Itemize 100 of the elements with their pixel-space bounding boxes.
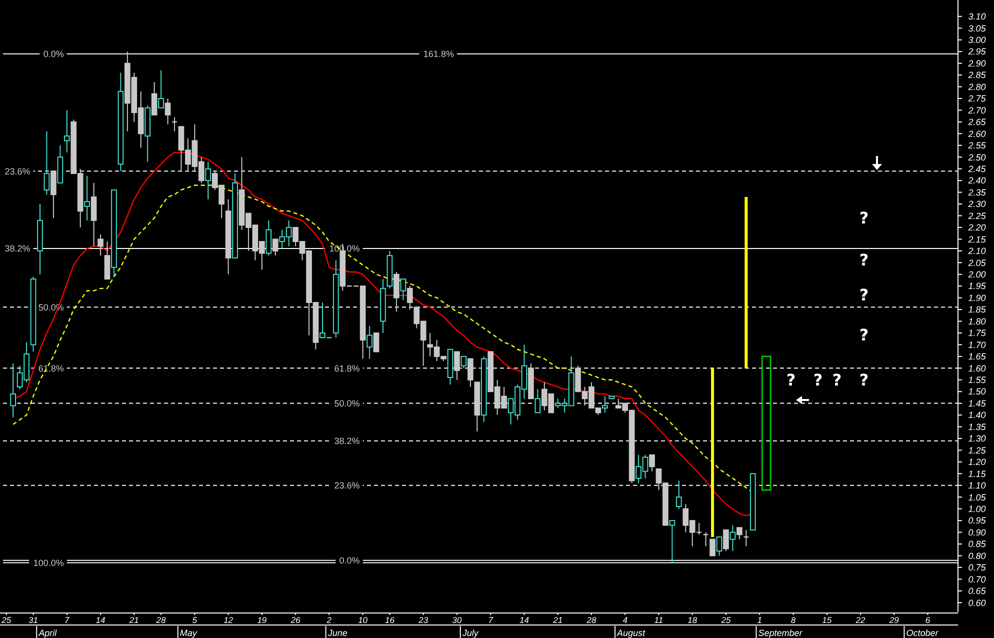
text: July xyxy=(461,628,479,638)
candlestick xyxy=(158,70,164,108)
y-tick-label: 2.85 xyxy=(967,70,987,80)
candlestick xyxy=(730,524,736,552)
y-tick-label: 0.95 xyxy=(968,516,987,526)
candlestick xyxy=(50,170,56,219)
x-tick-label: 12 xyxy=(224,615,234,625)
y-tick-label: 0.75 xyxy=(968,562,987,573)
annotation: ? xyxy=(813,370,823,390)
y-tick-label: 2.65 xyxy=(967,117,987,128)
bar xyxy=(761,356,772,491)
x-tick-label: 6 xyxy=(925,615,930,625)
annotation: ? xyxy=(859,326,869,345)
y-tick-label: 1.25 xyxy=(968,445,987,456)
y-tick-label: 3.05 xyxy=(968,23,987,34)
candlestick xyxy=(460,356,467,369)
y-tick-label: 2.35 xyxy=(967,187,987,198)
candlestick xyxy=(534,388,541,414)
y-tick-label: 0.85 xyxy=(968,539,987,550)
y-tick-label: 0.80 xyxy=(968,550,986,561)
text: August xyxy=(616,628,646,638)
y-tick-label: 3.00 xyxy=(968,35,986,46)
y-tick-label: 1.50 xyxy=(968,386,986,397)
y-tick-label: 2.40 xyxy=(967,176,986,186)
annotation: 0.0% xyxy=(339,556,360,566)
y-tick-label: 2.70 xyxy=(967,105,986,116)
annotation: 161.8% xyxy=(423,49,454,60)
x-tick-label: 28 xyxy=(155,615,166,625)
y-tick-label: 1.00 xyxy=(968,504,986,514)
text: June xyxy=(326,628,348,638)
annotation: 100.0% xyxy=(33,558,64,568)
y-tick-label: 2.00 xyxy=(967,269,986,280)
y-tick-label: 1.35 xyxy=(968,422,987,432)
y-tick-label: 1.75 xyxy=(968,328,987,338)
annotation: ? xyxy=(859,286,869,305)
x-tick-label: 23 xyxy=(418,615,428,625)
candlestick xyxy=(602,396,608,414)
x-tick-label: 15 xyxy=(822,615,832,625)
y-tick-label: 1.65 xyxy=(968,352,987,362)
x-tick-label: 29 xyxy=(888,615,900,625)
candlestick xyxy=(736,527,742,540)
annotation: 0.0% xyxy=(43,49,64,60)
y-tick-label: 1.15 xyxy=(968,468,987,479)
candlestick xyxy=(272,238,278,256)
candlestick xyxy=(44,130,50,196)
candlestick xyxy=(649,454,655,472)
y-tick-label: 2.95 xyxy=(967,46,987,57)
text: October xyxy=(906,628,940,638)
candlestick xyxy=(710,538,716,556)
candlestick xyxy=(400,278,406,301)
candlestick xyxy=(454,351,460,380)
x-tick-label: 25 xyxy=(0,615,12,625)
candlestick xyxy=(266,220,272,256)
x-tick-label: 11 xyxy=(654,615,664,625)
y-tick-label: 1.85 xyxy=(968,304,987,315)
text: September xyxy=(758,628,804,638)
x-tick-label: 14 xyxy=(519,615,530,625)
x-tick-label: 25 xyxy=(720,615,731,625)
y-tick-label: 1.20 xyxy=(968,457,986,468)
candlestick xyxy=(151,82,158,116)
annotation: ? xyxy=(832,370,842,390)
y-tick-label: 2.55 xyxy=(967,140,987,151)
y-tick-label: 0.70 xyxy=(968,574,986,584)
annotation: 61.8% xyxy=(38,363,64,374)
bar xyxy=(744,196,748,368)
y-tick-label: 2.05 xyxy=(967,258,987,268)
x-tick-label: 26 xyxy=(290,615,301,625)
y-tick-label: 0.60 xyxy=(968,598,986,608)
candlestick xyxy=(394,272,400,312)
candlestick xyxy=(84,175,90,221)
text: April xyxy=(38,628,58,638)
candlestick xyxy=(723,529,729,552)
y-tick-label: 1.95 xyxy=(968,281,987,292)
y-tick-label: 0.90 xyxy=(968,527,986,538)
x-tick-label: 19 xyxy=(257,615,267,625)
annotation: ? xyxy=(859,370,869,390)
y-tick-label: 1.80 xyxy=(968,316,986,326)
x-tick-label: 7 xyxy=(488,615,494,625)
annotation: 38.2% xyxy=(4,244,30,254)
candlestick xyxy=(104,241,110,280)
y-tick-label: 3.10 xyxy=(968,12,986,22)
candlestick xyxy=(164,98,171,125)
candlestick xyxy=(10,362,16,418)
x-tick-label: 4 xyxy=(622,615,628,625)
y-tick-label: 2.60 xyxy=(967,128,986,139)
y-tick-label: 2.25 xyxy=(967,210,987,221)
annotation: 50.0% xyxy=(334,398,360,408)
candlestick xyxy=(467,358,474,388)
y-tick-label: 1.90 xyxy=(968,292,986,303)
y-tick-label: 1.60 xyxy=(968,363,986,374)
y-tick-label: 1.10 xyxy=(968,480,986,491)
y-tick-label: 1.30 xyxy=(968,434,986,444)
y-tick-label: 2.30 xyxy=(967,199,986,210)
annotation: ? xyxy=(786,370,796,390)
x-tick-label: 21 xyxy=(128,615,140,625)
annotation: ? xyxy=(859,250,869,270)
candlestick xyxy=(366,325,372,360)
y-tick-label: 2.75 xyxy=(967,94,987,104)
y-tick-label: 2.45 xyxy=(967,164,987,174)
y-tick-label: 1.05 xyxy=(968,492,987,502)
